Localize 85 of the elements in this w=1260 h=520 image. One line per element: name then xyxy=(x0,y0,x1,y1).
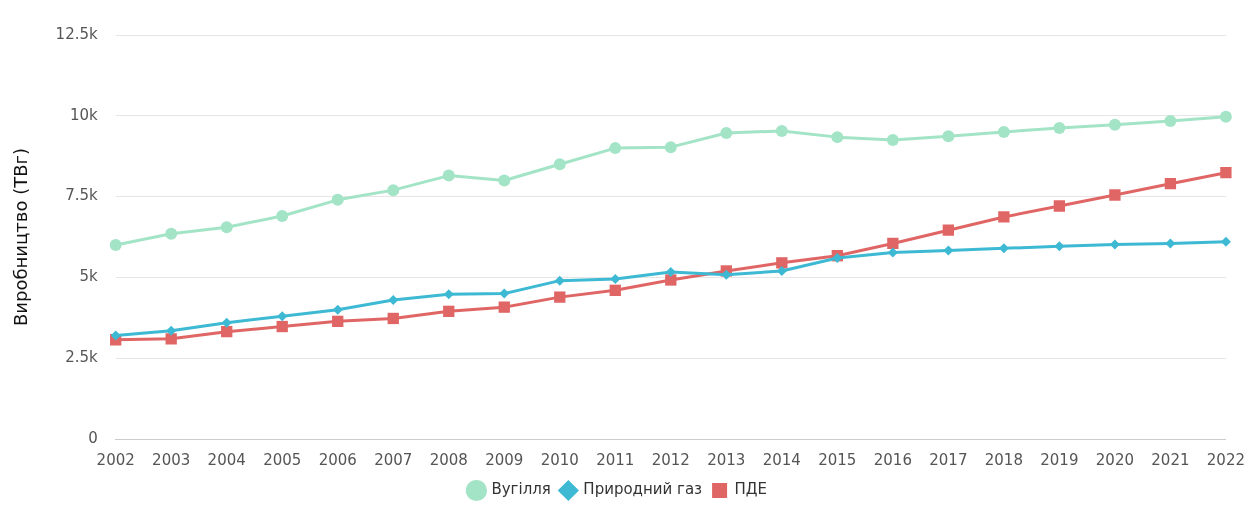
point xyxy=(776,257,788,269)
point xyxy=(1109,189,1121,201)
point xyxy=(387,312,399,325)
point xyxy=(110,330,121,341)
point xyxy=(887,247,898,258)
legend-label: Природний газ xyxy=(583,480,703,499)
y-axis-title: Виробництво (ТВг) xyxy=(10,148,32,326)
point xyxy=(332,304,343,315)
point xyxy=(276,209,289,222)
point xyxy=(1219,110,1232,123)
y-tick-label: 5k xyxy=(79,267,98,286)
point xyxy=(1054,241,1065,252)
point xyxy=(1053,200,1066,212)
point xyxy=(277,311,288,322)
point xyxy=(388,295,399,306)
point xyxy=(166,325,177,336)
point xyxy=(1109,239,1120,250)
point xyxy=(443,305,455,317)
point xyxy=(1053,122,1066,135)
point xyxy=(609,284,621,296)
x-tick-label: 2005 xyxy=(263,450,302,469)
point xyxy=(332,315,344,328)
point xyxy=(1108,118,1121,131)
point xyxy=(775,124,788,137)
point xyxy=(831,131,844,144)
y-tick-label: 7.5k xyxy=(65,186,98,205)
legend-label: Вугілля xyxy=(491,480,551,499)
point xyxy=(220,221,233,234)
point xyxy=(1164,114,1177,127)
point xyxy=(221,326,233,338)
point xyxy=(887,237,899,250)
x-tick-label: 2004 xyxy=(207,450,246,469)
y-tick-label: 10k xyxy=(69,105,98,124)
legend-label: ПДЕ xyxy=(734,480,768,499)
point xyxy=(331,193,344,206)
x-tick-label: 2019 xyxy=(1040,450,1079,469)
point xyxy=(165,333,177,345)
x-tick-label: 2020 xyxy=(1095,450,1134,469)
x-tick-label: 2013 xyxy=(707,450,746,469)
point xyxy=(498,174,511,187)
point xyxy=(554,275,565,286)
point xyxy=(109,239,122,252)
point xyxy=(997,125,1010,138)
point xyxy=(1165,238,1176,249)
x-tick-label: 2015 xyxy=(818,450,857,469)
x-tick-label: 2018 xyxy=(984,450,1023,469)
x-tick-label: 2009 xyxy=(485,450,524,469)
point xyxy=(443,289,454,300)
point xyxy=(442,169,455,182)
x-tick-label: 2008 xyxy=(429,450,468,469)
point xyxy=(165,227,178,240)
x-tick-label: 2014 xyxy=(762,450,801,469)
point xyxy=(664,141,677,154)
point xyxy=(221,317,232,328)
point xyxy=(886,134,899,147)
point xyxy=(553,158,566,171)
x-tick-label: 2012 xyxy=(651,450,690,469)
x-tick-label: 2011 xyxy=(596,450,635,469)
y-tick-label: 2.5k xyxy=(65,348,98,367)
point xyxy=(665,274,677,286)
point xyxy=(499,288,510,299)
x-tick-label: 2002 xyxy=(96,450,135,469)
point xyxy=(943,245,954,256)
point xyxy=(276,320,288,333)
x-tick-label: 2022 xyxy=(1206,450,1246,469)
point xyxy=(387,184,400,197)
point xyxy=(609,142,622,155)
point xyxy=(942,130,955,143)
x-tick-label: 2021 xyxy=(1151,450,1190,469)
x-tick-label: 2010 xyxy=(540,450,579,469)
point xyxy=(1220,167,1232,179)
point xyxy=(998,211,1010,223)
point xyxy=(720,126,733,139)
x-tick-label: 2003 xyxy=(152,450,191,469)
y-tick-label: 12.5k xyxy=(55,24,98,43)
point xyxy=(610,274,621,285)
y-tick-label: 0 xyxy=(88,428,98,447)
x-tick-label: 2007 xyxy=(374,450,413,469)
x-tick-label: 2006 xyxy=(318,450,357,469)
point xyxy=(942,224,955,236)
x-tick-label: 2016 xyxy=(873,450,912,469)
x-tick-label: 2017 xyxy=(929,450,968,469)
point xyxy=(1164,178,1177,190)
point xyxy=(498,301,510,313)
point xyxy=(554,291,566,303)
